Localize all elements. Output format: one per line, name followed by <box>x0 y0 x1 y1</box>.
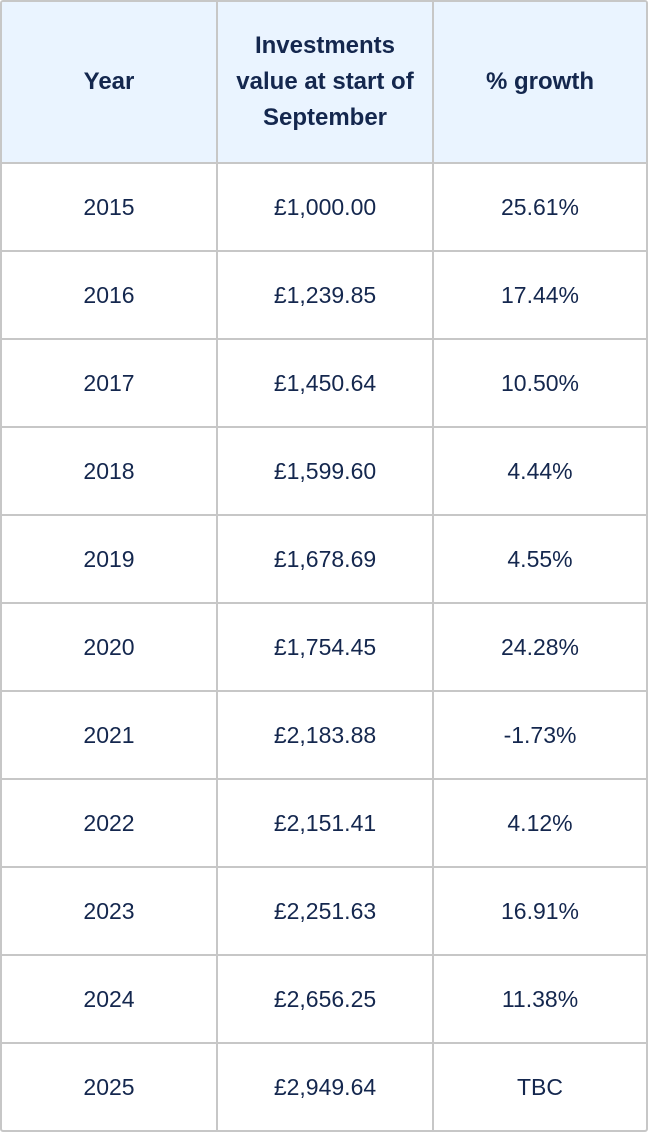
header-year: Year <box>2 2 218 164</box>
cell-year: 2017 <box>2 338 218 428</box>
cell-growth: 10.50% <box>432 338 646 428</box>
cell-growth: 25.61% <box>432 162 646 252</box>
cell-value: £1,000.00 <box>216 162 434 252</box>
cell-year: 2019 <box>2 514 218 604</box>
table-row: 2025 £2,949.64 TBC <box>2 1042 646 1130</box>
cell-growth: 17.44% <box>432 250 646 340</box>
table-row: 2023 £2,251.63 16.91% <box>2 866 646 956</box>
header-row: Year Investments value at start of Septe… <box>2 2 646 164</box>
table-header: Year Investments value at start of Septe… <box>2 2 646 164</box>
cell-value: £1,678.69 <box>216 514 434 604</box>
header-investment-value: Investments value at start of September <box>216 2 434 164</box>
cell-growth: 4.44% <box>432 426 646 516</box>
cell-year: 2023 <box>2 866 218 956</box>
table-row: 2024 £2,656.25 11.38% <box>2 954 646 1044</box>
table-row: 2021 £2,183.88 -1.73% <box>2 690 646 780</box>
cell-year: 2025 <box>2 1042 218 1130</box>
cell-growth: 4.55% <box>432 514 646 604</box>
cell-value: £2,183.88 <box>216 690 434 780</box>
table-row: 2019 £1,678.69 4.55% <box>2 514 646 604</box>
table-row: 2015 £1,000.00 25.61% <box>2 162 646 252</box>
cell-value: £2,251.63 <box>216 866 434 956</box>
cell-year: 2015 <box>2 162 218 252</box>
cell-year: 2021 <box>2 690 218 780</box>
cell-year: 2022 <box>2 778 218 868</box>
table-row: 2020 £1,754.45 24.28% <box>2 602 646 692</box>
cell-value: £1,599.60 <box>216 426 434 516</box>
table-row: 2017 £1,450.64 10.50% <box>2 338 646 428</box>
cell-growth: -1.73% <box>432 690 646 780</box>
cell-growth: 16.91% <box>432 866 646 956</box>
cell-value: £2,949.64 <box>216 1042 434 1130</box>
cell-year: 2018 <box>2 426 218 516</box>
cell-year: 2020 <box>2 602 218 692</box>
header-growth: % growth <box>432 2 646 164</box>
table-row: 2018 £1,599.60 4.44% <box>2 426 646 516</box>
table-row: 2016 £1,239.85 17.44% <box>2 250 646 340</box>
cell-value: £1,239.85 <box>216 250 434 340</box>
cell-growth: 24.28% <box>432 602 646 692</box>
cell-value: £1,450.64 <box>216 338 434 428</box>
cell-year: 2024 <box>2 954 218 1044</box>
cell-growth: 4.12% <box>432 778 646 868</box>
cell-year: 2016 <box>2 250 218 340</box>
cell-value: £2,656.25 <box>216 954 434 1044</box>
cell-value: £2,151.41 <box>216 778 434 868</box>
cell-value: £1,754.45 <box>216 602 434 692</box>
cell-growth: TBC <box>432 1042 646 1130</box>
table-row: 2022 £2,151.41 4.12% <box>2 778 646 868</box>
cell-growth: 11.38% <box>432 954 646 1044</box>
table-body: 2015 £1,000.00 25.61% 2016 £1,239.85 17.… <box>2 162 646 1130</box>
